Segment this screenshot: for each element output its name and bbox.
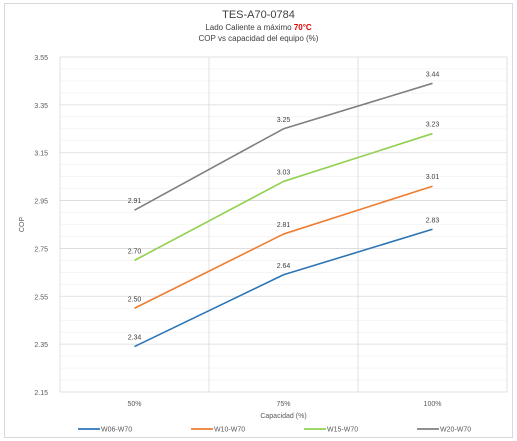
chart-title: TES-A70-0784	[222, 9, 295, 21]
chart-subtitle: Lado Caliente a máximo 70°C	[0, 22, 517, 33]
data-label: 2.81	[277, 222, 291, 229]
series-line	[134, 185, 433, 309]
data-label: 2.70	[128, 248, 142, 255]
data-label: 3.23	[426, 122, 440, 129]
legend-label: W06-W70	[101, 427, 132, 434]
data-label: 2.91	[128, 198, 142, 205]
x-tick-label: 75%	[276, 401, 290, 408]
y-tick-label: 2.95	[34, 199, 48, 206]
subtitle-highlight: 70°C	[293, 23, 312, 32]
data-label: 2.34	[128, 335, 142, 342]
y-axis-title: COP	[19, 217, 26, 233]
data-label: 3.44	[426, 71, 440, 78]
y-tick-label: 2.75	[34, 246, 48, 253]
legend-label: W15-W70	[327, 427, 358, 434]
legend-label: W10-W70	[214, 427, 245, 434]
chart-frame	[4, 3, 513, 438]
y-tick-label: 3.15	[34, 151, 48, 158]
y-tick-label: 3.55	[34, 55, 48, 62]
y-tick-label: 2.15	[34, 390, 48, 397]
data-label: 2.83	[426, 217, 440, 224]
data-label: 3.03	[277, 169, 291, 176]
y-tick-label: 2.35	[34, 342, 48, 349]
y-tick-label: 3.35	[34, 103, 48, 110]
chart-subtitle-2: COP vs capacidad del equipo (%)	[198, 34, 319, 43]
x-axis-title: Capacidad (%)	[260, 413, 306, 420]
data-label: 3.01	[426, 174, 440, 181]
data-label: 2.64	[277, 263, 291, 270]
y-tick-label: 2.55	[34, 294, 48, 301]
data-label: 3.25	[277, 117, 291, 124]
x-tick-label: 50%	[127, 401, 141, 408]
legend-label: W20-W70	[440, 427, 471, 434]
series-line	[134, 82, 433, 211]
subtitle-prefix: Lado Caliente a máximo	[205, 23, 294, 32]
series-line	[134, 228, 433, 348]
data-label: 2.50	[128, 296, 142, 303]
chart-titles: TES-A70-0784 Lado Caliente a máximo 70°C…	[0, 8, 517, 44]
series-line	[134, 132, 433, 262]
x-tick-label: 100%	[424, 401, 442, 408]
